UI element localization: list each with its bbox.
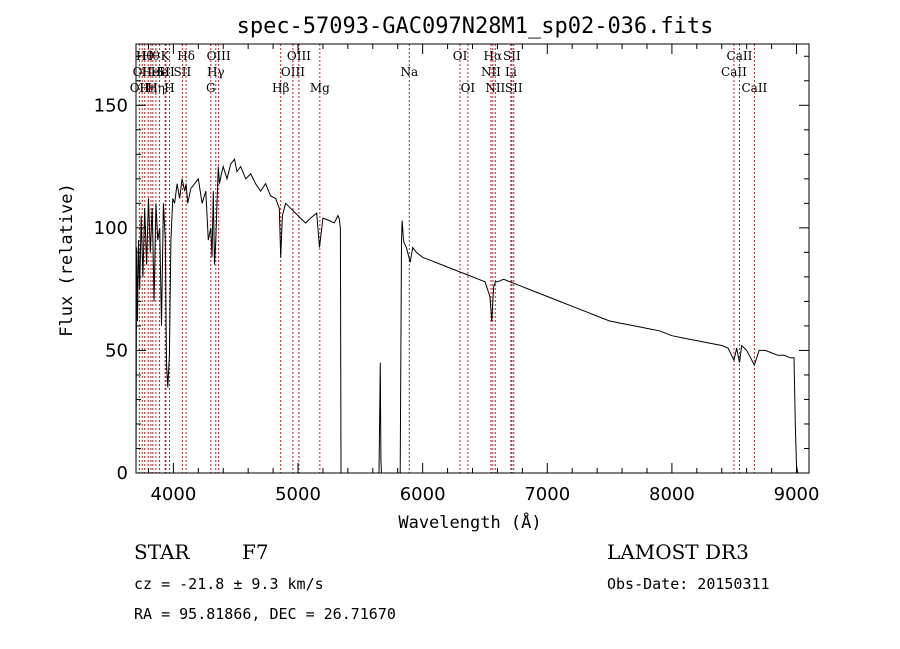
observation-date: Obs-Date: 20150311: [607, 575, 770, 593]
line-label: Hδ: [177, 49, 195, 63]
line-label: H: [164, 81, 174, 95]
line-label: Hγ: [207, 65, 225, 79]
line-label: OIII: [207, 49, 231, 63]
chart-title: spec-57093-GAC097N28M1_sp02-036.fits: [237, 14, 714, 39]
y-tick-label: 0: [117, 463, 128, 484]
line-label: HeI: [142, 65, 165, 79]
line-label: OI: [453, 49, 468, 63]
line-label: Hθ: [142, 49, 160, 63]
y-tick-label: 100: [94, 218, 128, 239]
line-label: SII: [503, 49, 521, 63]
line-label: SII: [174, 65, 192, 79]
line-label: NII: [485, 81, 505, 95]
line-label: Hη: [147, 81, 165, 95]
redshift-cz: cz = -21.8 ± 9.3 km/s: [134, 575, 324, 593]
y-tick-label: 50: [105, 340, 128, 361]
line-label: SII: [157, 65, 175, 79]
x-axis-label: Wavelength (Å): [398, 511, 541, 533]
line-label: OIII: [281, 65, 305, 79]
emission-line-markers: OIIOIIHθHηHθHeIHηHeKSIIHHδSIIGHγOIIIHβOI…: [130, 44, 768, 473]
survey-name: LAMOST DR3: [607, 540, 749, 564]
line-label: CaII: [721, 65, 747, 79]
coordinates: RA = 95.81866, DEC = 26.71670: [134, 605, 396, 623]
line-label: SII: [505, 81, 523, 95]
spectral-subclass: F7: [242, 540, 269, 564]
line-label: G: [206, 81, 216, 95]
line-label: CaII: [727, 49, 753, 63]
x-tick-label: 5000: [275, 484, 321, 505]
line-label: Na: [400, 65, 418, 79]
line-label: Mg: [310, 81, 330, 95]
line-label: OIII: [287, 49, 311, 63]
line-label: Hβ: [272, 81, 289, 95]
x-tick-label: 8000: [649, 484, 695, 505]
line-label: OII: [133, 65, 153, 79]
line-label: CaII: [741, 81, 767, 95]
line-label: Li: [505, 65, 517, 79]
y-tick-label: 150: [94, 95, 128, 116]
x-tick-label: 6000: [400, 484, 446, 505]
object-type: STAR: [134, 540, 190, 564]
x-tick-label: 4000: [150, 484, 196, 505]
line-label: He: [151, 65, 169, 79]
line-label: OI: [461, 81, 476, 95]
line-label: Hα: [484, 49, 503, 63]
x-tick-label: 9000: [774, 484, 820, 505]
line-label: NII: [481, 65, 501, 79]
line-label: Hθ: [136, 49, 154, 63]
x-tick-label: 7000: [524, 484, 570, 505]
y-axis-label: Flux (relative): [57, 183, 77, 337]
axis-ticks: 4000 5000 6000 7000 8000 9000 0 50 100 150: [94, 44, 820, 505]
plot-frame: [135, 43, 810, 474]
spectrum-line: [135, 158, 799, 474]
